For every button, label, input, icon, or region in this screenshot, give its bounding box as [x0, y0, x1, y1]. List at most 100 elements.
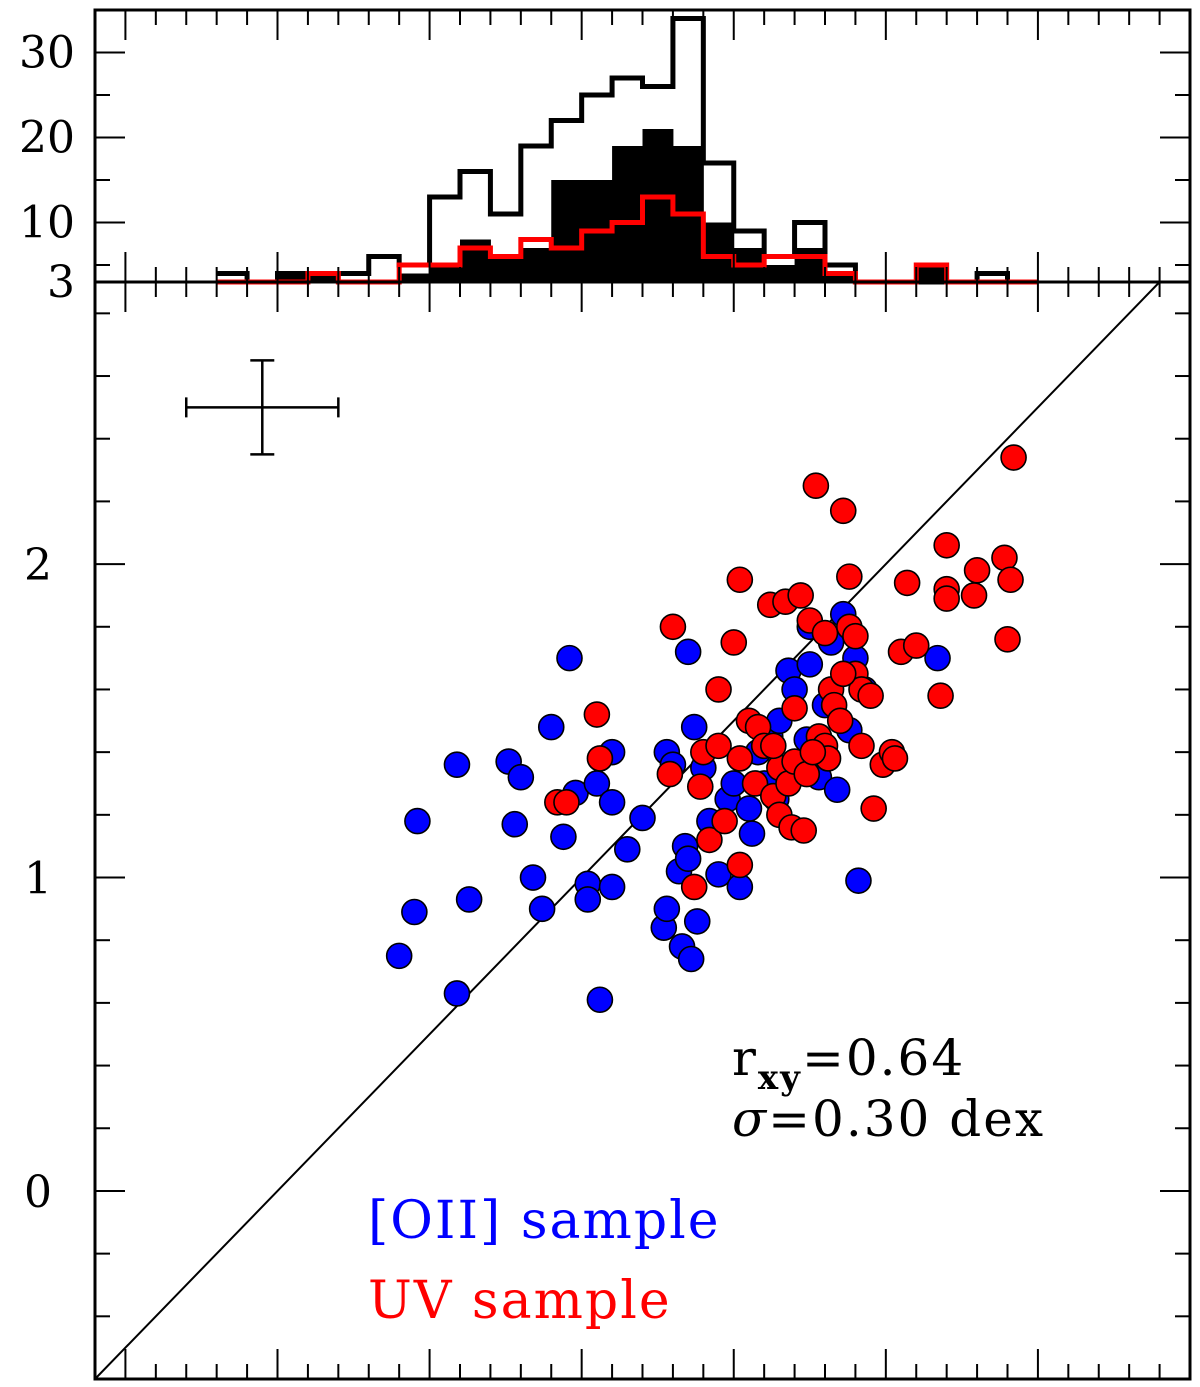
error-bar-cross	[185, 359, 340, 456]
scatter-point	[902, 632, 930, 659]
scatter-point	[696, 826, 723, 854]
scatter-point	[726, 745, 754, 772]
scatter-point	[1000, 444, 1027, 471]
scatter-point	[550, 823, 577, 851]
scatter-point	[443, 751, 471, 778]
hist-filled-bar	[520, 248, 552, 282]
scatter-point	[455, 886, 483, 913]
hist-y-label: 30	[19, 28, 75, 79]
scatter-point	[933, 585, 960, 612]
scatter-point	[528, 895, 556, 923]
hist-filled-bar	[307, 273, 339, 282]
scatter-point	[860, 795, 887, 822]
hist-y-label: 20	[19, 113, 75, 164]
scatter-point	[829, 497, 857, 525]
scatter-point	[924, 644, 951, 672]
scatter-point	[735, 795, 763, 822]
scatter-point	[720, 629, 748, 656]
r-subscript: xy	[758, 1058, 802, 1098]
scatter-point	[796, 651, 824, 678]
scatter-point	[759, 732, 787, 760]
y-tick-label: 2	[24, 540, 52, 591]
scatter-point	[674, 638, 702, 666]
histogram-filled-bars	[277, 129, 948, 282]
scatter-point	[401, 898, 428, 926]
scatter-point	[680, 873, 708, 901]
scatter-point	[991, 544, 1018, 572]
scatter-point	[829, 660, 857, 688]
y-tick-label: 0	[24, 1167, 52, 1218]
scatter-point	[793, 760, 821, 788]
hist-filled-bar	[825, 273, 856, 282]
uv-sample-points	[544, 444, 1027, 901]
scatter-point	[519, 864, 547, 891]
legend-oii: [OII] sample	[368, 1191, 721, 1251]
hist-y-label: 3	[47, 257, 75, 308]
one-to-one-line	[94, 281, 1161, 1380]
y-tick-label: 1	[24, 854, 52, 905]
scatter-point	[659, 613, 687, 641]
scatter-point	[598, 788, 626, 816]
scatter-frame	[93, 280, 1192, 1381]
scatter-point	[823, 776, 851, 804]
scatter-point	[811, 619, 839, 647]
scatter-point	[586, 986, 614, 1014]
scatter-annotation: σ=0.30 dex	[732, 1090, 1045, 1148]
correlation-annotation: rxy=0.64	[732, 1029, 965, 1098]
hist-filled-bar	[764, 265, 796, 282]
scatter-point	[711, 807, 738, 835]
scatter-point	[881, 745, 909, 772]
scatter-point	[842, 622, 869, 650]
hist-filled-bar	[916, 265, 948, 282]
scatter-point	[537, 713, 565, 741]
scatter-panel: 0 1 2 rxy=0.64 σ=0.30 dex [OII] sample UV …	[24, 280, 1192, 1381]
histogram-y-tick-labels: 3 10 20 30	[19, 28, 75, 309]
hist-filled-bar	[703, 222, 735, 282]
hist-filled-bar	[429, 265, 461, 282]
scatter-point	[613, 836, 641, 863]
scatter-point	[586, 745, 614, 772]
scatter-point	[507, 763, 535, 791]
r-symbol: r	[732, 1029, 758, 1087]
scatter-point	[857, 682, 884, 710]
hist-filled-bar	[642, 129, 674, 282]
scatter-point	[802, 472, 830, 500]
scatter-point	[826, 707, 854, 735]
scatter-point	[845, 867, 872, 894]
scatter-point	[738, 820, 766, 847]
scatter-point	[385, 942, 413, 970]
scatter-point	[799, 738, 827, 766]
scatter-point	[741, 770, 769, 797]
scatter-point	[848, 732, 875, 760]
scatter-point	[556, 644, 583, 672]
legend-uv: UV sample	[368, 1271, 672, 1331]
hist-filled-bar	[612, 146, 643, 282]
histogram-panel: 3 10 20 30	[19, 8, 1192, 309]
sigma-symbol: σ	[732, 1090, 768, 1148]
scatter-point	[893, 569, 921, 597]
scatter-point	[836, 563, 863, 590]
scatter-point	[656, 760, 684, 788]
scatter-point	[726, 566, 754, 594]
scatter-point	[598, 873, 626, 901]
scatter-point	[404, 807, 431, 835]
scatter-y-tick-labels: 0 1 2	[24, 540, 52, 1218]
r-value: =0.64	[802, 1029, 965, 1087]
scatter-point	[994, 626, 1021, 653]
scatter-point	[933, 531, 960, 559]
scatter-point	[790, 817, 818, 844]
hist-filled-bar	[277, 273, 309, 282]
scatter-point	[781, 694, 808, 722]
scatter-point	[705, 732, 732, 760]
scatter-point	[705, 676, 732, 703]
scatter-point	[629, 804, 656, 832]
hist-filled-bar	[399, 273, 431, 282]
sigma-value: =0.30 dex	[768, 1090, 1045, 1148]
scatter-point	[501, 810, 529, 838]
hist-y-label: 10	[19, 198, 75, 249]
scatter-point	[960, 582, 988, 609]
scatter-point	[553, 788, 580, 816]
hist-filled-bar	[794, 248, 826, 282]
hist-filled-bar	[551, 180, 583, 282]
